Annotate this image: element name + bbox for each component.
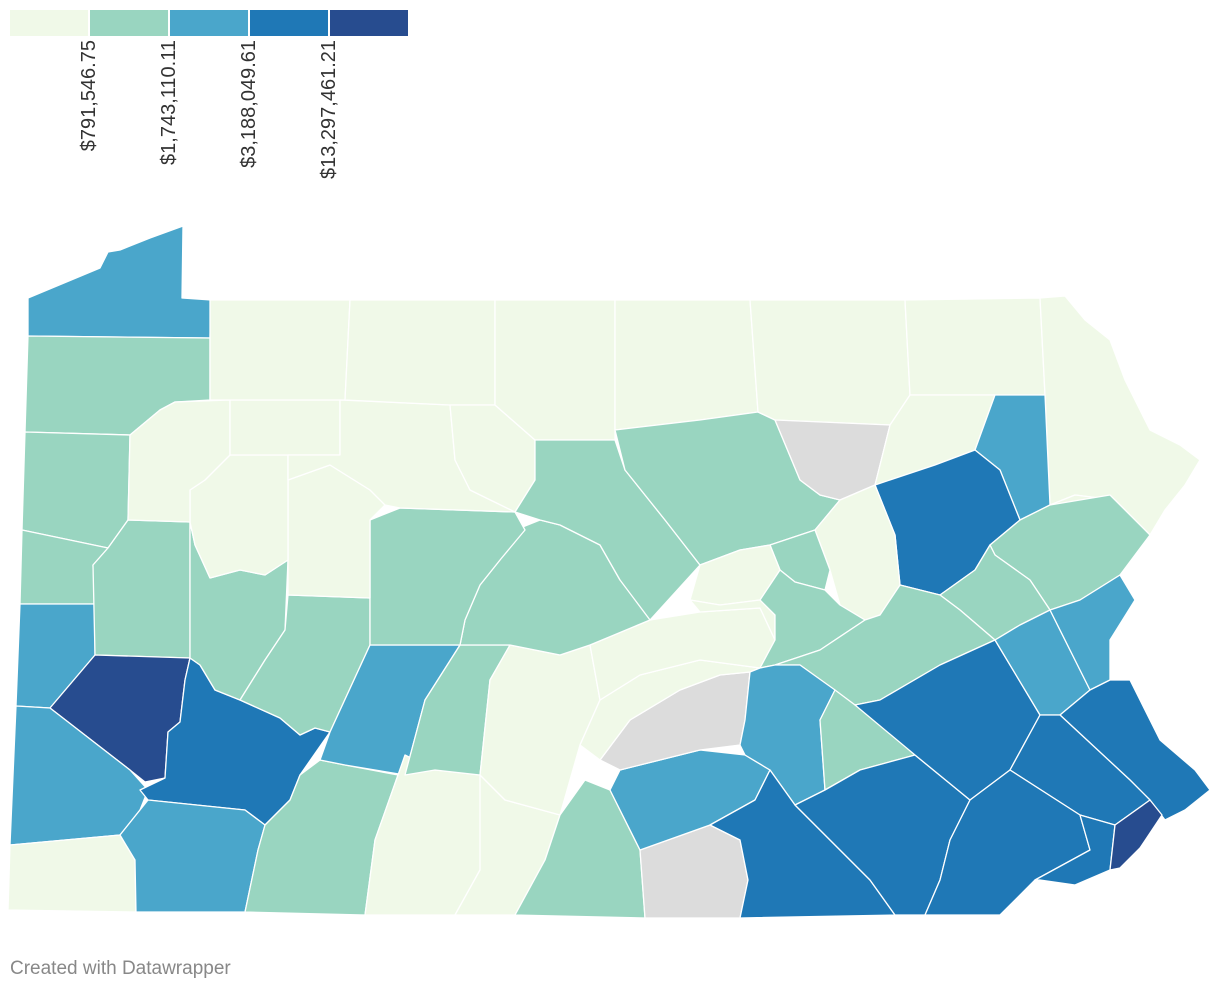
county-northampton (1049, 574, 1136, 691)
legend-bin-4 (250, 10, 328, 36)
county-potter (494, 299, 616, 441)
county-warren (209, 299, 351, 401)
county-mckean (344, 299, 496, 406)
county-tioga (614, 299, 759, 431)
county-forest (229, 399, 341, 456)
color-legend: $791,546.75 $1,743,110.11 $3,188,049.61 … (10, 10, 410, 210)
county-fayette (119, 799, 266, 913)
county-greene (7, 834, 137, 913)
county-venango (127, 399, 231, 523)
county-erie (27, 225, 212, 339)
county-philadelphia (1109, 799, 1163, 871)
county-clearfield (369, 507, 526, 646)
county-bradford (749, 299, 911, 426)
legend-bin-2 (90, 10, 168, 36)
county-susquehanna (904, 297, 1046, 396)
county-chester (924, 769, 1091, 916)
county-mercer (21, 431, 131, 549)
legend-bin-5 (330, 10, 408, 36)
footer-credit: Created with Datawrapper (10, 958, 231, 979)
legend-bin-1 (10, 10, 88, 36)
legend-bin-3 (170, 10, 248, 36)
